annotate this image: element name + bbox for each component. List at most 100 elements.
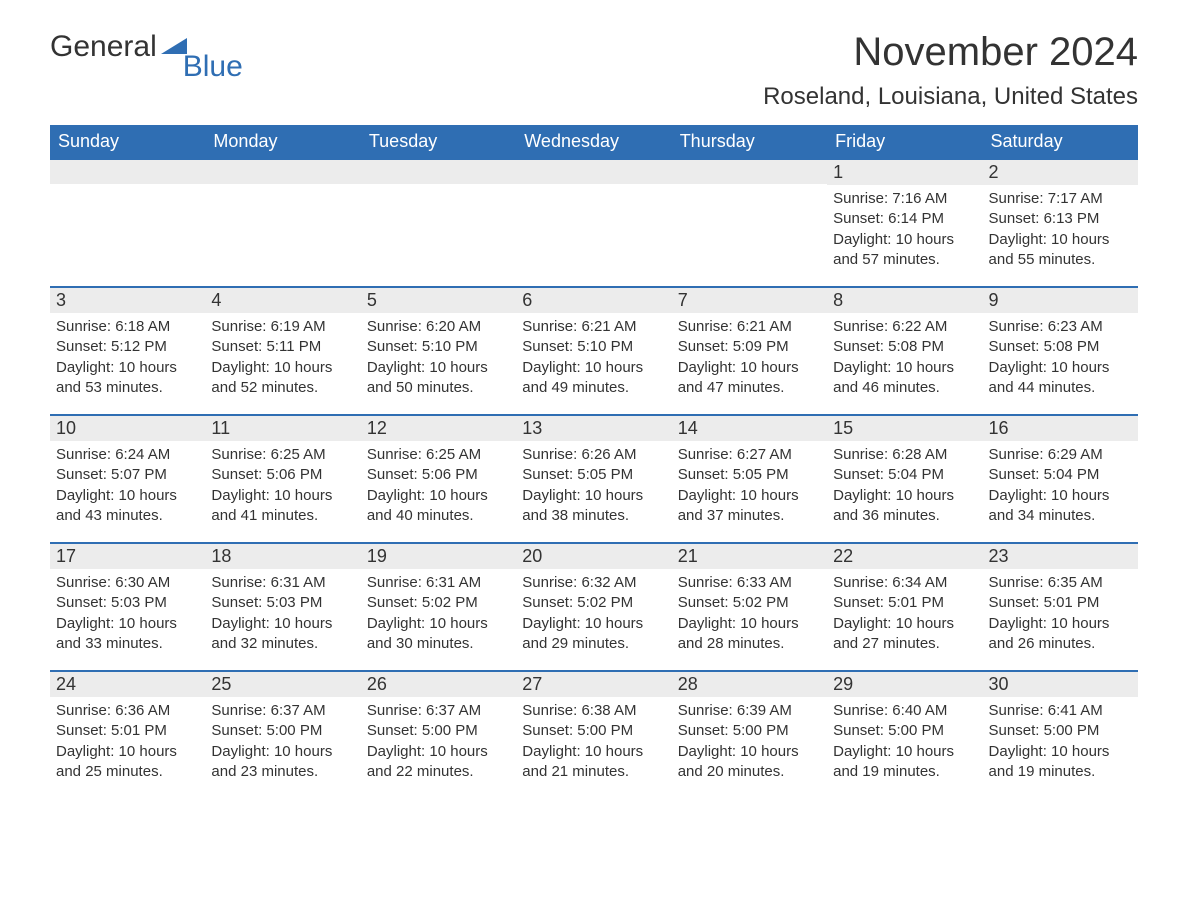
daylight-text: Daylight: 10 hours and 44 minutes. <box>989 358 1132 399</box>
sunrise-text: Sunrise: 6:39 AM <box>678 701 821 721</box>
sunset-text: Sunset: 5:04 PM <box>989 465 1132 485</box>
calendar-cell: 15Sunrise: 6:28 AMSunset: 5:04 PMDayligh… <box>827 414 982 542</box>
daylight-text: Daylight: 10 hours and 30 minutes. <box>367 614 510 655</box>
day-details: Sunrise: 7:16 AMSunset: 6:14 PMDaylight:… <box>827 185 982 280</box>
calendar-week: 24Sunrise: 6:36 AMSunset: 5:01 PMDayligh… <box>50 670 1138 798</box>
day-details: Sunrise: 6:31 AMSunset: 5:02 PMDaylight:… <box>361 569 516 664</box>
calendar-cell <box>516 158 671 286</box>
sunrise-text: Sunrise: 6:36 AM <box>56 701 199 721</box>
calendar-cell: 12Sunrise: 6:25 AMSunset: 5:06 PMDayligh… <box>361 414 516 542</box>
daylight-text: Daylight: 10 hours and 37 minutes. <box>678 486 821 527</box>
sunset-text: Sunset: 5:09 PM <box>678 337 821 357</box>
sunrise-text: Sunrise: 6:41 AM <box>989 701 1132 721</box>
sunset-text: Sunset: 5:00 PM <box>211 721 354 741</box>
sunrise-text: Sunrise: 6:33 AM <box>678 573 821 593</box>
calendar-cell: 7Sunrise: 6:21 AMSunset: 5:09 PMDaylight… <box>672 286 827 414</box>
day-number: 2 <box>983 158 1138 185</box>
sunrise-text: Sunrise: 6:38 AM <box>522 701 665 721</box>
sunset-text: Sunset: 5:07 PM <box>56 465 199 485</box>
calendar-cell: 22Sunrise: 6:34 AMSunset: 5:01 PMDayligh… <box>827 542 982 670</box>
sunset-text: Sunset: 5:00 PM <box>522 721 665 741</box>
empty-day-bar <box>205 158 360 184</box>
day-number: 13 <box>516 414 671 441</box>
sunrise-text: Sunrise: 6:28 AM <box>833 445 976 465</box>
day-details: Sunrise: 6:28 AMSunset: 5:04 PMDaylight:… <box>827 441 982 536</box>
sunset-text: Sunset: 5:10 PM <box>367 337 510 357</box>
day-details: Sunrise: 6:25 AMSunset: 5:06 PMDaylight:… <box>361 441 516 536</box>
calendar-cell: 14Sunrise: 6:27 AMSunset: 5:05 PMDayligh… <box>672 414 827 542</box>
sunrise-text: Sunrise: 6:21 AM <box>678 317 821 337</box>
day-number: 19 <box>361 542 516 569</box>
day-details: Sunrise: 6:24 AMSunset: 5:07 PMDaylight:… <box>50 441 205 536</box>
calendar-cell: 19Sunrise: 6:31 AMSunset: 5:02 PMDayligh… <box>361 542 516 670</box>
day-details: Sunrise: 6:37 AMSunset: 5:00 PMDaylight:… <box>361 697 516 792</box>
day-details: Sunrise: 6:23 AMSunset: 5:08 PMDaylight:… <box>983 313 1138 408</box>
calendar-cell: 23Sunrise: 6:35 AMSunset: 5:01 PMDayligh… <box>983 542 1138 670</box>
day-details: Sunrise: 6:38 AMSunset: 5:00 PMDaylight:… <box>516 697 671 792</box>
day-details: Sunrise: 6:36 AMSunset: 5:01 PMDaylight:… <box>50 697 205 792</box>
daylight-text: Daylight: 10 hours and 40 minutes. <box>367 486 510 527</box>
calendar-cell: 21Sunrise: 6:33 AMSunset: 5:02 PMDayligh… <box>672 542 827 670</box>
day-details: Sunrise: 7:17 AMSunset: 6:13 PMDaylight:… <box>983 185 1138 280</box>
sunrise-text: Sunrise: 6:40 AM <box>833 701 976 721</box>
sunset-text: Sunset: 5:01 PM <box>56 721 199 741</box>
calendar-header-row: SundayMondayTuesdayWednesdayThursdayFrid… <box>50 125 1138 158</box>
calendar-cell <box>672 158 827 286</box>
day-number: 16 <box>983 414 1138 441</box>
calendar-cell: 3Sunrise: 6:18 AMSunset: 5:12 PMDaylight… <box>50 286 205 414</box>
day-number: 23 <box>983 542 1138 569</box>
sunrise-text: Sunrise: 6:20 AM <box>367 317 510 337</box>
day-number: 30 <box>983 670 1138 697</box>
day-details: Sunrise: 6:31 AMSunset: 5:03 PMDaylight:… <box>205 569 360 664</box>
daylight-text: Daylight: 10 hours and 20 minutes. <box>678 742 821 783</box>
sunrise-text: Sunrise: 6:27 AM <box>678 445 821 465</box>
day-details: Sunrise: 6:25 AMSunset: 5:06 PMDaylight:… <box>205 441 360 536</box>
sunset-text: Sunset: 5:06 PM <box>211 465 354 485</box>
sunrise-text: Sunrise: 6:29 AM <box>989 445 1132 465</box>
sunset-text: Sunset: 5:00 PM <box>833 721 976 741</box>
daylight-text: Daylight: 10 hours and 52 minutes. <box>211 358 354 399</box>
day-details: Sunrise: 6:18 AMSunset: 5:12 PMDaylight:… <box>50 313 205 408</box>
day-header: Wednesday <box>516 125 671 158</box>
day-details: Sunrise: 6:32 AMSunset: 5:02 PMDaylight:… <box>516 569 671 664</box>
sunrise-text: Sunrise: 6:37 AM <box>211 701 354 721</box>
sunset-text: Sunset: 6:13 PM <box>989 209 1132 229</box>
daylight-text: Daylight: 10 hours and 57 minutes. <box>833 230 976 271</box>
day-number: 11 <box>205 414 360 441</box>
day-details: Sunrise: 6:33 AMSunset: 5:02 PMDaylight:… <box>672 569 827 664</box>
calendar-cell: 8Sunrise: 6:22 AMSunset: 5:08 PMDaylight… <box>827 286 982 414</box>
calendar-cell: 11Sunrise: 6:25 AMSunset: 5:06 PMDayligh… <box>205 414 360 542</box>
day-number: 8 <box>827 286 982 313</box>
day-details: Sunrise: 6:40 AMSunset: 5:00 PMDaylight:… <box>827 697 982 792</box>
day-number: 4 <box>205 286 360 313</box>
day-number: 15 <box>827 414 982 441</box>
daylight-text: Daylight: 10 hours and 41 minutes. <box>211 486 354 527</box>
calendar-cell <box>50 158 205 286</box>
day-details: Sunrise: 6:27 AMSunset: 5:05 PMDaylight:… <box>672 441 827 536</box>
day-number: 10 <box>50 414 205 441</box>
day-details: Sunrise: 6:35 AMSunset: 5:01 PMDaylight:… <box>983 569 1138 664</box>
calendar-cell <box>361 158 516 286</box>
day-number: 7 <box>672 286 827 313</box>
logo: General Blue <box>50 30 243 64</box>
day-number: 28 <box>672 670 827 697</box>
sunset-text: Sunset: 5:00 PM <box>678 721 821 741</box>
sunrise-text: Sunrise: 7:17 AM <box>989 189 1132 209</box>
sunrise-text: Sunrise: 6:35 AM <box>989 573 1132 593</box>
calendar-cell: 5Sunrise: 6:20 AMSunset: 5:10 PMDaylight… <box>361 286 516 414</box>
sunset-text: Sunset: 5:11 PM <box>211 337 354 357</box>
sunset-text: Sunset: 5:08 PM <box>833 337 976 357</box>
sunrise-text: Sunrise: 6:23 AM <box>989 317 1132 337</box>
sunrise-text: Sunrise: 6:18 AM <box>56 317 199 337</box>
calendar-cell: 24Sunrise: 6:36 AMSunset: 5:01 PMDayligh… <box>50 670 205 798</box>
day-number: 22 <box>827 542 982 569</box>
day-details: Sunrise: 6:30 AMSunset: 5:03 PMDaylight:… <box>50 569 205 664</box>
header: General Blue November 2024 Roseland, Lou… <box>50 30 1138 125</box>
sunrise-text: Sunrise: 6:31 AM <box>367 573 510 593</box>
calendar-table: SundayMondayTuesdayWednesdayThursdayFrid… <box>50 125 1138 798</box>
calendar-week: 17Sunrise: 6:30 AMSunset: 5:03 PMDayligh… <box>50 542 1138 670</box>
day-header: Friday <box>827 125 982 158</box>
location: Roseland, Louisiana, United States <box>763 83 1138 111</box>
daylight-text: Daylight: 10 hours and 53 minutes. <box>56 358 199 399</box>
sunset-text: Sunset: 5:05 PM <box>522 465 665 485</box>
